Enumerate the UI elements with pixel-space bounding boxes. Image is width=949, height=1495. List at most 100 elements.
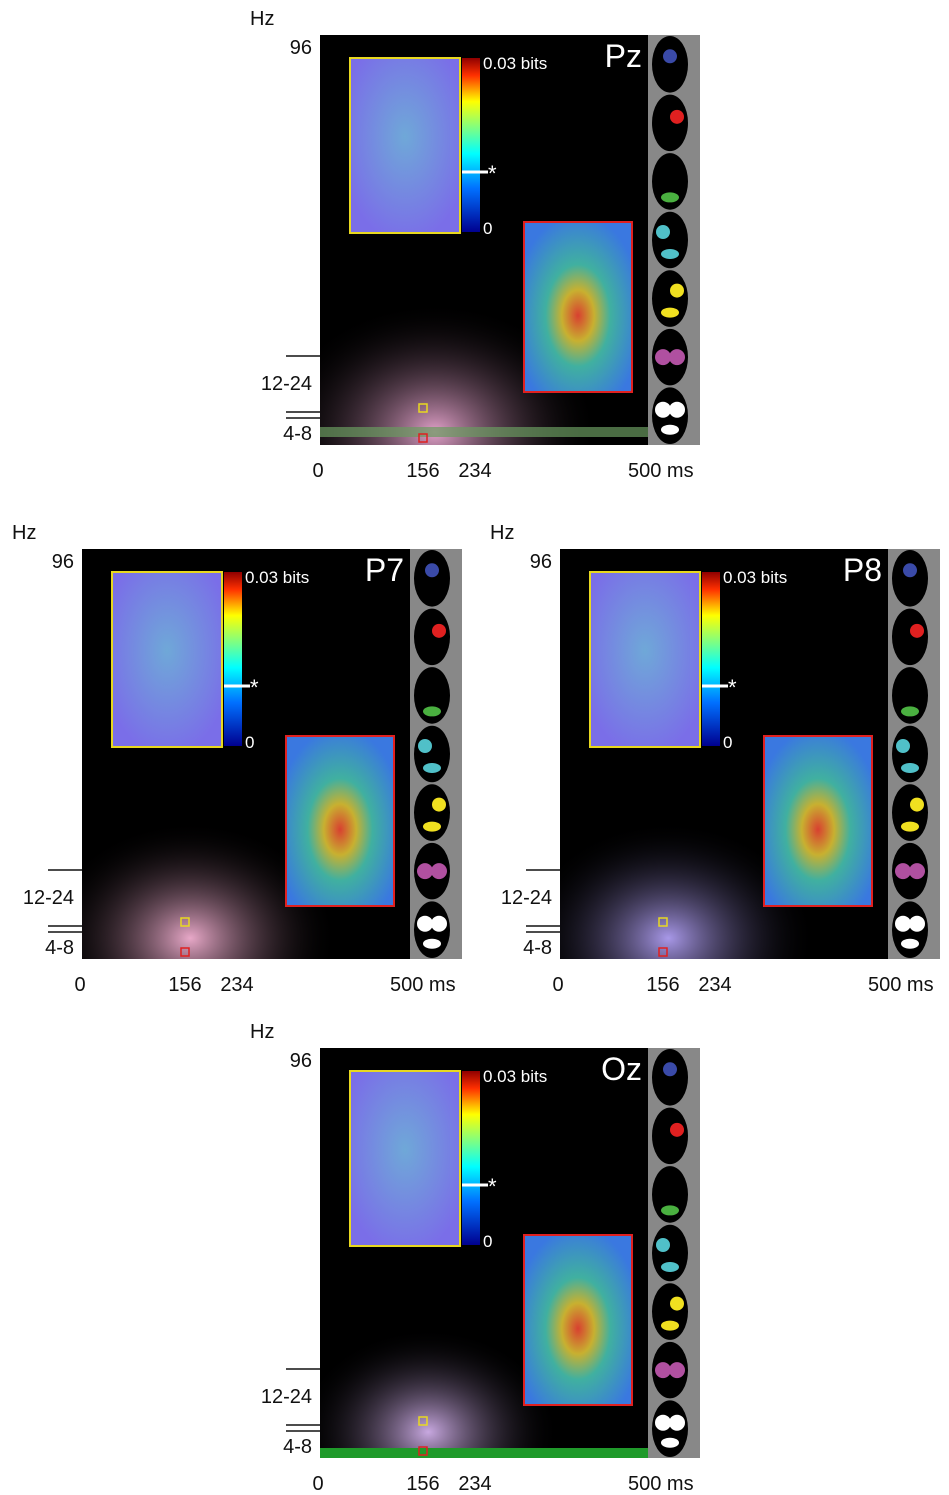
head-dot: [655, 349, 671, 366]
y-label: 12-24: [261, 1386, 312, 1408]
electrode-label: Oz: [601, 1051, 642, 1087]
head: [652, 1283, 688, 1340]
y-label: 4-8: [283, 1436, 312, 1458]
x-label: 0: [312, 460, 323, 482]
x-label: 500 ms: [868, 974, 934, 996]
head-dot: [669, 349, 685, 366]
x-label: 234: [458, 460, 491, 482]
head: [414, 667, 450, 724]
head-dot: [895, 915, 911, 932]
colorbar-min: 0: [245, 733, 254, 752]
colorbar: [462, 58, 480, 232]
head: [652, 1049, 688, 1106]
head-dot: [661, 192, 679, 203]
y-label: 4-8: [283, 423, 312, 445]
head-dot: [661, 1320, 679, 1331]
head-dot: [661, 1262, 679, 1272]
head-dot: [417, 915, 433, 932]
roi-marker: [658, 947, 668, 957]
head-dot: [661, 424, 679, 435]
head-dot: [669, 1362, 685, 1379]
colorbar-marker-label: *: [250, 675, 259, 700]
head: [892, 725, 928, 783]
head-dot: [909, 915, 925, 932]
x-label: 0: [552, 974, 563, 996]
colorbar-max: 0.03 bits: [723, 568, 787, 587]
head: [652, 1400, 688, 1457]
face-image: [523, 1234, 633, 1406]
head-dot: [895, 863, 911, 880]
y-label: 12-24: [23, 887, 74, 909]
y-label: 96: [290, 1050, 312, 1072]
colorbar: [462, 1071, 480, 1245]
electrode-label: Pz: [605, 38, 642, 74]
x-label: 156: [168, 974, 201, 996]
head-dot: [901, 763, 919, 773]
face-image: [349, 1070, 461, 1247]
head-dot: [425, 563, 439, 578]
head-dot: [656, 225, 670, 239]
head-dot: [669, 1414, 685, 1431]
head: [892, 608, 928, 666]
colorbar-min: 0: [483, 219, 492, 238]
colorbar-marker-label: *: [488, 1174, 497, 1199]
colorbar-min: 0: [723, 733, 732, 752]
head-dot: [910, 797, 924, 812]
y-unit: Hz: [490, 522, 514, 544]
colorbar: [224, 572, 242, 746]
y-label: 96: [290, 37, 312, 59]
roi-marker: [180, 947, 190, 957]
head-dot: [423, 821, 441, 832]
head: [414, 901, 450, 958]
roi-marker: [418, 1416, 428, 1426]
head-dot: [423, 763, 441, 773]
colorbar-max: 0.03 bits: [245, 568, 309, 587]
colorbar-min: 0: [483, 1232, 492, 1251]
head-dot: [417, 863, 433, 880]
head-dot: [663, 1062, 677, 1077]
y-label: 96: [52, 551, 74, 573]
x-label: 156: [406, 460, 439, 482]
head-dot: [670, 1296, 684, 1311]
x-label: 0: [74, 974, 85, 996]
head-dot: [655, 1362, 671, 1379]
head-dot: [896, 739, 910, 753]
electrode-label: P7: [365, 552, 404, 588]
head: [414, 608, 450, 666]
head: [892, 784, 928, 841]
head-dot: [423, 706, 441, 717]
x-label: 234: [220, 974, 253, 996]
head-dot: [901, 938, 919, 949]
head-dot: [670, 283, 684, 298]
head-dot: [903, 563, 917, 578]
head-dot: [670, 1122, 684, 1137]
head: [414, 784, 450, 841]
head-dot: [661, 307, 679, 318]
head-dot: [432, 797, 446, 812]
face-image: [349, 57, 461, 234]
head: [652, 1107, 688, 1165]
x-label: 500 ms: [390, 974, 456, 996]
head: [652, 36, 688, 93]
head: [652, 153, 688, 210]
x-label: 234: [458, 1473, 491, 1495]
head-dot: [661, 1205, 679, 1216]
x-label: 234: [698, 974, 731, 996]
x-label: 156: [406, 1473, 439, 1495]
colorbar-max: 0.03 bits: [483, 54, 547, 73]
head-dot: [431, 863, 447, 880]
head-dot: [663, 49, 677, 64]
face-image: [589, 571, 701, 748]
head: [414, 550, 450, 607]
x-label: 500 ms: [628, 460, 694, 482]
y-unit: Hz: [250, 1021, 274, 1043]
head-dot: [901, 821, 919, 832]
face-image: [285, 735, 395, 907]
head: [414, 725, 450, 783]
head: [892, 550, 928, 607]
head-dot: [661, 249, 679, 259]
head: [652, 1166, 688, 1223]
y-label: 12-24: [501, 887, 552, 909]
head-dot: [661, 1437, 679, 1448]
head: [652, 387, 688, 445]
